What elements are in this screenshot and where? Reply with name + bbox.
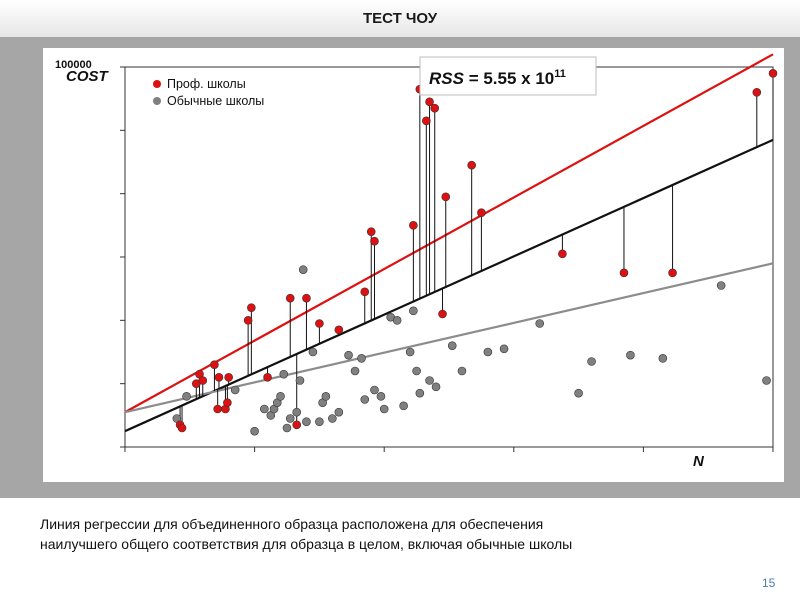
slide-title: ТЕСТ ЧОУ <box>362 10 438 27</box>
caption-line-1: Линия регрессии для объединенного образц… <box>40 516 544 532</box>
data-point-prof <box>224 373 233 382</box>
data-point-prof <box>292 420 302 430</box>
scatter-chart: COST 100000 N Проф. школы Обычные школы … <box>55 53 778 470</box>
data-point-regular <box>447 341 457 350</box>
data-point-prof <box>467 160 476 170</box>
legend-dot-regular <box>153 97 161 105</box>
data-point-regular <box>379 404 389 414</box>
data-point-prof <box>370 236 379 246</box>
legend-label-prof: Проф. школы <box>167 77 246 91</box>
data-point-prof <box>285 293 295 303</box>
data-point-prof <box>477 208 486 217</box>
regression-line-prof <box>124 53 774 414</box>
data-point-regular <box>276 392 285 401</box>
data-points <box>172 69 778 436</box>
rss-label: RSS = 5.55 x 1011 <box>429 68 566 88</box>
data-point-regular <box>587 357 596 366</box>
data-point-regular <box>499 344 509 354</box>
data-point-prof <box>768 69 778 78</box>
data-point-prof <box>334 325 344 335</box>
data-point-prof <box>302 293 311 303</box>
data-point-prof <box>177 423 187 433</box>
data-point-regular <box>344 350 353 360</box>
data-point-prof <box>752 88 762 97</box>
data-point-regular <box>308 347 318 357</box>
data-point-prof <box>263 373 272 382</box>
data-point-prof <box>430 103 440 113</box>
data-point-prof <box>247 303 256 312</box>
data-point-regular <box>321 392 331 401</box>
y-tick-overlap-label: 100000 <box>55 59 92 71</box>
data-point-regular <box>182 392 191 401</box>
data-point-prof <box>315 319 324 328</box>
data-point-regular <box>292 407 302 417</box>
data-point-prof <box>668 268 677 278</box>
data-point-regular <box>574 388 583 398</box>
x-axis-label: N <box>693 453 705 470</box>
data-point-prof <box>366 227 376 236</box>
legend-label-regular: Обычные школы <box>167 94 264 108</box>
data-point-prof <box>422 116 431 126</box>
data-point-prof <box>619 268 629 278</box>
data-point-regular <box>360 395 370 404</box>
y-axis-label: COST <box>66 68 110 85</box>
data-point-prof <box>438 309 447 319</box>
data-point-regular <box>457 366 467 376</box>
data-point-regular <box>483 347 493 357</box>
data-point-prof <box>243 316 253 325</box>
data-point-prof <box>214 373 224 382</box>
data-point-regular <box>328 414 337 423</box>
data-point-regular <box>315 417 324 426</box>
data-point-prof <box>425 97 434 107</box>
data-point-regular <box>409 306 418 316</box>
data-point-regular <box>295 376 305 385</box>
legend-dot-prof <box>153 80 161 88</box>
data-point-regular <box>658 354 668 363</box>
data-point-regular <box>282 423 292 433</box>
data-point-prof <box>360 287 370 297</box>
legend: Проф. школы Обычные школы <box>153 77 264 108</box>
data-point-regular <box>392 316 402 325</box>
data-point-prof <box>213 404 222 414</box>
data-point-regular <box>370 385 379 395</box>
slide-caption: Линия регрессии для объединенного образц… <box>40 514 760 554</box>
data-point-regular <box>230 385 240 395</box>
data-point-regular <box>425 376 434 385</box>
data-point-regular <box>405 347 415 357</box>
data-point-prof <box>198 376 208 385</box>
rss-box: RSS = 5.55 x 1011 <box>419 56 597 96</box>
data-point-regular <box>626 350 635 360</box>
data-point-prof <box>441 192 451 202</box>
data-point-prof <box>409 221 418 230</box>
data-point-regular <box>357 354 366 363</box>
page-number: 15 <box>762 576 776 590</box>
data-point-regular <box>762 376 771 385</box>
data-point-prof <box>223 398 232 407</box>
data-point-prof <box>558 249 567 259</box>
data-point-regular <box>412 366 421 376</box>
data-point-regular <box>431 382 441 392</box>
data-point-regular <box>302 417 311 426</box>
data-point-regular <box>376 392 386 401</box>
data-point-regular <box>415 388 425 398</box>
caption-line-2: наилучшего общего соответствия для образ… <box>40 536 573 552</box>
data-point-regular <box>250 426 259 436</box>
data-point-prof <box>210 360 219 369</box>
chart-area: COST 100000 N Проф. школы Обычные школы … <box>43 48 784 482</box>
data-point-regular <box>285 414 295 423</box>
data-point-regular <box>279 369 289 379</box>
data-point-regular <box>535 319 545 328</box>
data-point-regular <box>260 404 269 414</box>
data-point-regular <box>298 265 308 274</box>
regression-line-pooled <box>124 138 774 433</box>
data-point-regular <box>716 281 726 290</box>
data-point-regular <box>334 407 344 417</box>
data-point-regular <box>350 366 360 376</box>
data-point-regular <box>399 401 408 411</box>
